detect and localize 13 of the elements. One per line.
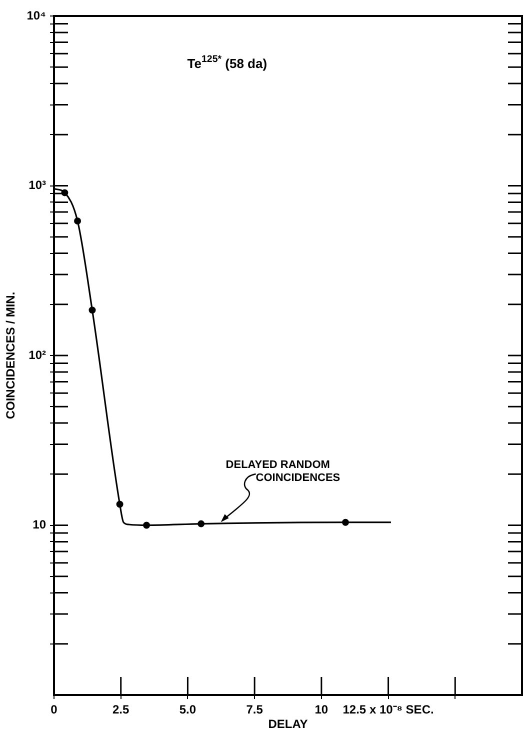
x-tick-label: 12.5 x 10⁻⁸ SEC.	[342, 702, 434, 717]
y-tick-label: 10²	[28, 348, 46, 362]
x-tick-label: 0	[50, 702, 58, 717]
annotation: DELAYED RANDOM COINCIDENCES	[226, 459, 340, 484]
y-tick-label: 10	[32, 518, 46, 532]
x-axis-title: DELAY	[268, 717, 308, 732]
y-axis-title: COINCIDENCES / MIN.	[4, 292, 18, 420]
x-tick-label: 2.5	[112, 702, 130, 717]
x-tick-label: 10	[314, 702, 328, 717]
y-tick-label: 10³	[28, 178, 46, 192]
y-tick-label: 10⁴	[26, 8, 46, 22]
x-tick-label: 7.5	[246, 702, 264, 717]
x-tick-label: 5.0	[179, 702, 196, 717]
